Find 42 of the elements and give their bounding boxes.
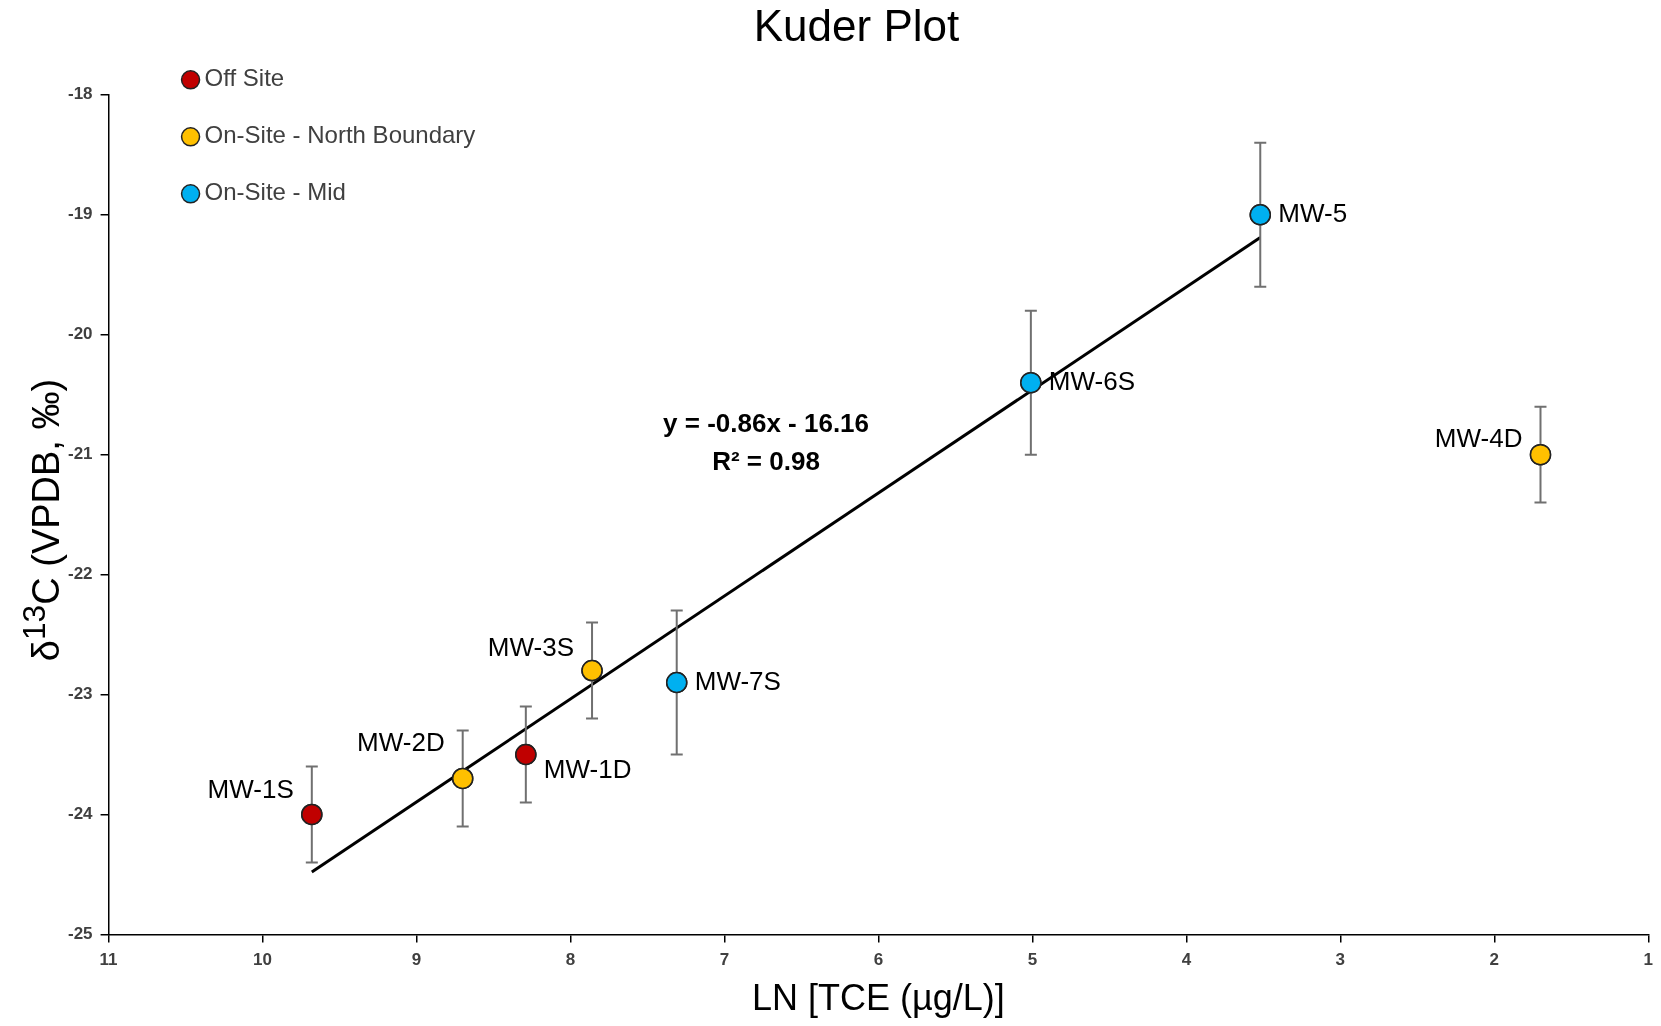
x-tick-label: 10 (253, 950, 272, 970)
legend-label: On-Site - North Boundary (204, 121, 476, 149)
y-tick-label: -25 (67, 924, 93, 944)
y-tick-label: -22 (67, 564, 93, 584)
x-tick-label: 8 (565, 950, 576, 970)
point (515, 743, 537, 766)
legend-label: On-Site - Mid (204, 178, 346, 206)
legend-label: Off Site (204, 64, 285, 92)
chart-title: Kuder Plot (753, 0, 960, 50)
annotation: MW-6S (1048, 365, 1136, 396)
point (1249, 203, 1272, 226)
x-tick-label: 3 (1335, 950, 1346, 970)
annotation: MW-2D (357, 727, 445, 758)
x-tick-label: 11 (99, 950, 118, 970)
annotation: MW-5 (1278, 197, 1348, 228)
x-axis-title: LN [TCE (µg/L)] (752, 977, 1005, 1019)
point (451, 767, 474, 790)
x-tick-label: 5 (1027, 950, 1038, 970)
annotation: MW-7S (694, 665, 781, 696)
point (1529, 443, 1552, 466)
y-tick-label: -23 (67, 684, 93, 704)
x-tick-label: 7 (719, 950, 730, 970)
x-tick-label: 6 (873, 950, 884, 970)
point (665, 671, 688, 694)
annotation: MW-1S (207, 774, 294, 805)
x-tick-label: 9 (411, 950, 422, 970)
x-tick-label: 1 (1643, 950, 1654, 970)
y-tick-label: -18 (67, 84, 93, 104)
point (1020, 371, 1042, 394)
x-tick-label: 4 (1181, 950, 1192, 970)
y-tick-label: -21 (67, 444, 93, 464)
y-tick-label: -20 (67, 324, 93, 344)
x-tick-label: 2 (1489, 950, 1500, 970)
annotation: R² = 0.98 (712, 445, 820, 476)
y-tick-label: -24 (67, 804, 94, 824)
annotation: MW-4D (1434, 423, 1523, 454)
point (301, 803, 323, 826)
y-tick-label: -19 (67, 204, 93, 224)
annotation: MW-3S (487, 632, 575, 663)
annotation: y = -0.86x - 16.16 (663, 407, 870, 438)
annotation: MW-1D (543, 753, 632, 784)
point (581, 659, 603, 682)
